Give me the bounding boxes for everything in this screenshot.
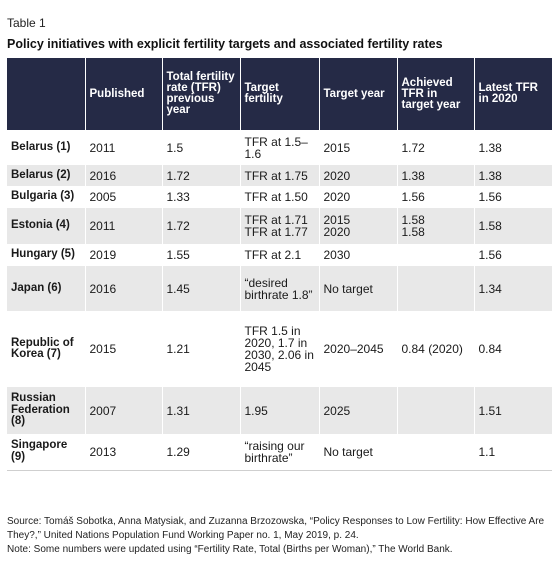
cell-target-year: 2015 2020 — [318, 208, 397, 244]
cell-published: 2011 — [84, 130, 162, 165]
cell-target-fertility: 1.95 — [239, 387, 319, 434]
table-title: Policy initiatives with explicit fertili… — [7, 37, 443, 51]
cell-achieved-tfr — [396, 244, 474, 266]
cell-country: Republic of Korea (7) — [7, 311, 85, 387]
cell-target-year: 2015 — [318, 130, 397, 165]
cell-tfr-previous: 1.31 — [161, 387, 240, 434]
table-row: Republic of Korea (7) 2015 1.21 TFR 1.5 … — [7, 311, 552, 387]
cell-country: Russian Federation (8) — [7, 387, 85, 434]
cell-published: 2005 — [84, 186, 162, 208]
cell-achieved-tfr: 1.58 1.58 — [396, 208, 474, 244]
cell-target-fertility: TFR at 1.5–1.6 — [239, 130, 319, 165]
cell-achieved-tfr: 1.72 — [396, 130, 474, 165]
cell-tfr-previous: 1.45 — [161, 266, 240, 311]
table-row: Russian Federation (8) 2007 1.31 1.95 20… — [7, 387, 552, 434]
cell-target-fertility: “raising our birthrate” — [239, 434, 319, 471]
cell-country: Japan (6) — [7, 266, 85, 311]
cell-latest-tfr: 1.56 — [473, 186, 552, 208]
cell-published: 2007 — [84, 387, 162, 434]
cell-latest-tfr: 1.38 — [473, 130, 552, 165]
cell-latest-tfr: 1.34 — [473, 266, 552, 311]
cell-target-year: 2020 — [318, 165, 397, 186]
cell-target-fertility: TFR at 1.71 TFR at 1.77 — [239, 208, 319, 244]
cell-target-fertility: TFR 1.5 in 2020, 1.7 in 2030, 2.06 in 20… — [239, 311, 319, 387]
cell-latest-tfr: 1.58 — [473, 208, 552, 244]
header-target-year: Target year — [318, 58, 397, 130]
header-tfr-previous-year: Total fertility rate (TFR) previous year — [161, 58, 240, 130]
cell-latest-tfr: 1.51 — [473, 387, 552, 434]
table-row: Singapore (9) 2013 1.29 “raising our bir… — [7, 434, 552, 471]
cell-target-year: No target — [318, 266, 397, 311]
header-target-fertility: Target fertility — [239, 58, 319, 130]
table-row: Japan (6) 2016 1.45 “desired birthrate 1… — [7, 266, 552, 311]
source-note: Source: Tomáš Sobotka, Anna Matysiak, an… — [7, 516, 545, 541]
header-row: Published Total fertility rate (TFR) pre… — [7, 58, 552, 130]
header-country — [7, 58, 85, 130]
cell-latest-tfr: 0.84 — [473, 311, 552, 387]
cell-target-year: 2030 — [318, 244, 397, 266]
table-row: Belarus (2) 2016 1.72 TFR at 1.75 2020 1… — [7, 165, 552, 186]
cell-country: Belarus (1) — [7, 130, 85, 165]
cell-target-year: 2020–2045 — [318, 311, 397, 387]
header-achieved-tfr: Achieved TFR in target year — [396, 58, 474, 130]
cell-tfr-previous: 1.33 — [161, 186, 240, 208]
cell-latest-tfr: 1.1 — [473, 434, 552, 471]
header-latest-tfr: Latest TFR in 2020 — [473, 58, 552, 130]
cell-achieved-tfr — [396, 266, 474, 311]
cell-latest-tfr: 1.38 — [473, 165, 552, 186]
cell-country: Estonia (4) — [7, 208, 85, 244]
cell-country: Hungary (5) — [7, 244, 85, 266]
table-row: Estonia (4) 2011 1.72 TFR at 1.71 TFR at… — [7, 208, 552, 244]
cell-country: Bulgaria (3) — [7, 186, 85, 208]
cell-country: Singapore (9) — [7, 434, 85, 471]
cell-target-fertility: TFR at 1.50 — [239, 186, 319, 208]
cell-target-fertility: “desired birthrate 1.8” — [239, 266, 319, 311]
cell-achieved-tfr: 0.84 (2020) — [396, 311, 474, 387]
cell-achieved-tfr — [396, 434, 474, 471]
cell-published: 2016 — [84, 165, 162, 186]
cell-latest-tfr: 1.56 — [473, 244, 552, 266]
cell-tfr-previous: 1.72 — [161, 165, 240, 186]
table-row: Bulgaria (3) 2005 1.33 TFR at 1.50 2020 … — [7, 186, 552, 208]
table-label: Table 1 — [7, 16, 46, 30]
cell-target-fertility: TFR at 2.1 — [239, 244, 319, 266]
header-published: Published — [84, 58, 162, 130]
cell-tfr-previous: 1.29 — [161, 434, 240, 471]
cell-target-year: 2025 — [318, 387, 397, 434]
cell-tfr-previous: 1.21 — [161, 311, 240, 387]
cell-published: 2013 — [84, 434, 162, 471]
footnote: Note: Some numbers were updated using “F… — [7, 544, 453, 555]
cell-target-fertility: TFR at 1.75 — [239, 165, 319, 186]
table-row: Hungary (5) 2019 1.55 TFR at 2.1 2030 1.… — [7, 244, 552, 266]
cell-achieved-tfr: 1.38 — [396, 165, 474, 186]
cell-achieved-tfr — [396, 387, 474, 434]
cell-published: 2011 — [84, 208, 162, 244]
cell-achieved-tfr: 1.56 — [396, 186, 474, 208]
cell-tfr-previous: 1.72 — [161, 208, 240, 244]
cell-tfr-previous: 1.5 — [161, 130, 240, 165]
cell-published: 2019 — [84, 244, 162, 266]
table-row: Belarus (1) 2011 1.5 TFR at 1.5–1.6 2015… — [7, 130, 552, 165]
cell-target-year: 2020 — [318, 186, 397, 208]
cell-target-year: No target — [318, 434, 397, 471]
cell-published: 2015 — [84, 311, 162, 387]
cell-published: 2016 — [84, 266, 162, 311]
cell-country: Belarus (2) — [7, 165, 85, 186]
fertility-targets-table: Published Total fertility rate (TFR) pre… — [7, 58, 552, 471]
cell-tfr-previous: 1.55 — [161, 244, 240, 266]
